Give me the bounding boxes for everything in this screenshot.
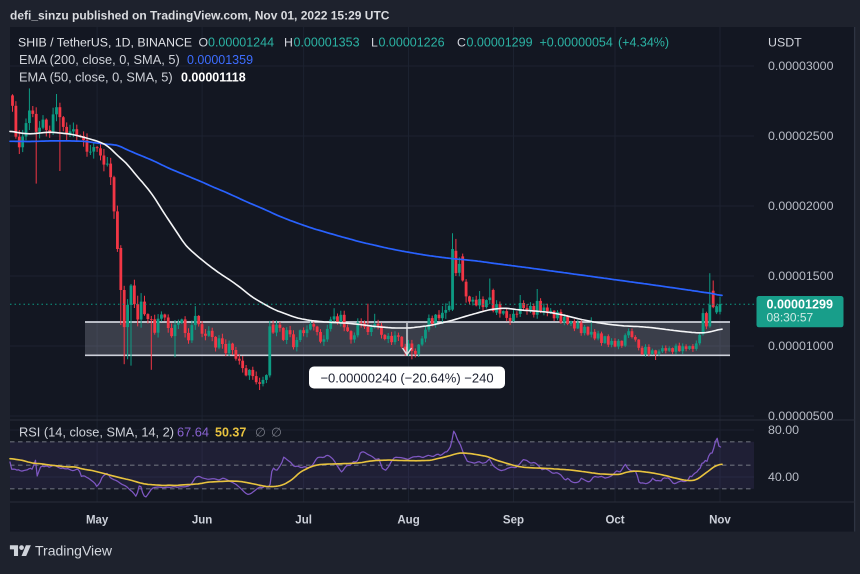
svg-text:0.00001244: 0.00001244	[208, 36, 274, 50]
svg-text:0.00001226: 0.00001226	[379, 36, 445, 50]
svg-text:TradingView: TradingView	[35, 543, 113, 559]
svg-text:Aug: Aug	[397, 515, 419, 527]
svg-text:∅: ∅	[255, 426, 266, 440]
svg-text:L: L	[371, 36, 378, 50]
svg-text:Jun: Jun	[192, 515, 212, 527]
svg-text:67.64: 67.64	[177, 425, 209, 440]
svg-text:0.00001353: 0.00001353	[294, 36, 360, 50]
svg-text:Sep: Sep	[503, 515, 524, 527]
svg-text:0.00002000: 0.00002000	[768, 199, 834, 213]
svg-text:0.00001118: 0.00001118	[181, 71, 246, 85]
svg-text:Nov: Nov	[709, 515, 731, 527]
svg-text:0.00001299: 0.00001299	[767, 298, 834, 312]
svg-text:50.37: 50.37	[215, 426, 246, 440]
svg-text:O: O	[199, 36, 209, 50]
svg-text:80.00: 80.00	[768, 423, 799, 437]
svg-text:Oct: Oct	[605, 515, 624, 527]
svg-text:−0.00000240 (−20.64%) −240: −0.00000240 (−20.64%) −240	[320, 371, 493, 386]
svg-text:08:30:57: 08:30:57	[767, 311, 814, 325]
svg-text:SHIB / TetherUS, 1D, BINANCE: SHIB / TetherUS, 1D, BINANCE	[18, 36, 192, 50]
svg-text:RSI (14, close, SMA, 14, 2): RSI (14, close, SMA, 14, 2)	[19, 425, 174, 440]
svg-text:∅: ∅	[271, 426, 282, 440]
svg-text:0.00001299: 0.00001299	[467, 36, 533, 50]
svg-text:40.00: 40.00	[768, 470, 799, 484]
svg-text:C: C	[457, 36, 466, 50]
svg-text:EMA (50, close, 0, SMA, 5): EMA (50, close, 0, SMA, 5)	[19, 70, 173, 85]
svg-text:0.00001000: 0.00001000	[768, 339, 834, 353]
svg-text:0.00002500: 0.00002500	[768, 129, 834, 143]
svg-text:EMA (200, close, 0, SMA, 5): EMA (200, close, 0, SMA, 5)	[19, 52, 180, 67]
svg-text:(+4.34%): (+4.34%)	[618, 36, 669, 50]
svg-text:defi_sinzu published on Tradin: defi_sinzu published on TradingView.com,…	[10, 9, 390, 23]
svg-text:+0.00000054: +0.00000054	[540, 36, 613, 50]
svg-text:H: H	[284, 36, 293, 50]
svg-text:0.00003000: 0.00003000	[768, 59, 834, 73]
svg-text:0.00001359: 0.00001359	[187, 53, 253, 67]
svg-text:USDT: USDT	[768, 36, 802, 50]
svg-text:May: May	[86, 515, 109, 527]
svg-text:0.00001500: 0.00001500	[768, 269, 834, 283]
svg-text:Jul: Jul	[295, 515, 312, 527]
svg-text:0.00000500: 0.00000500	[768, 409, 834, 423]
